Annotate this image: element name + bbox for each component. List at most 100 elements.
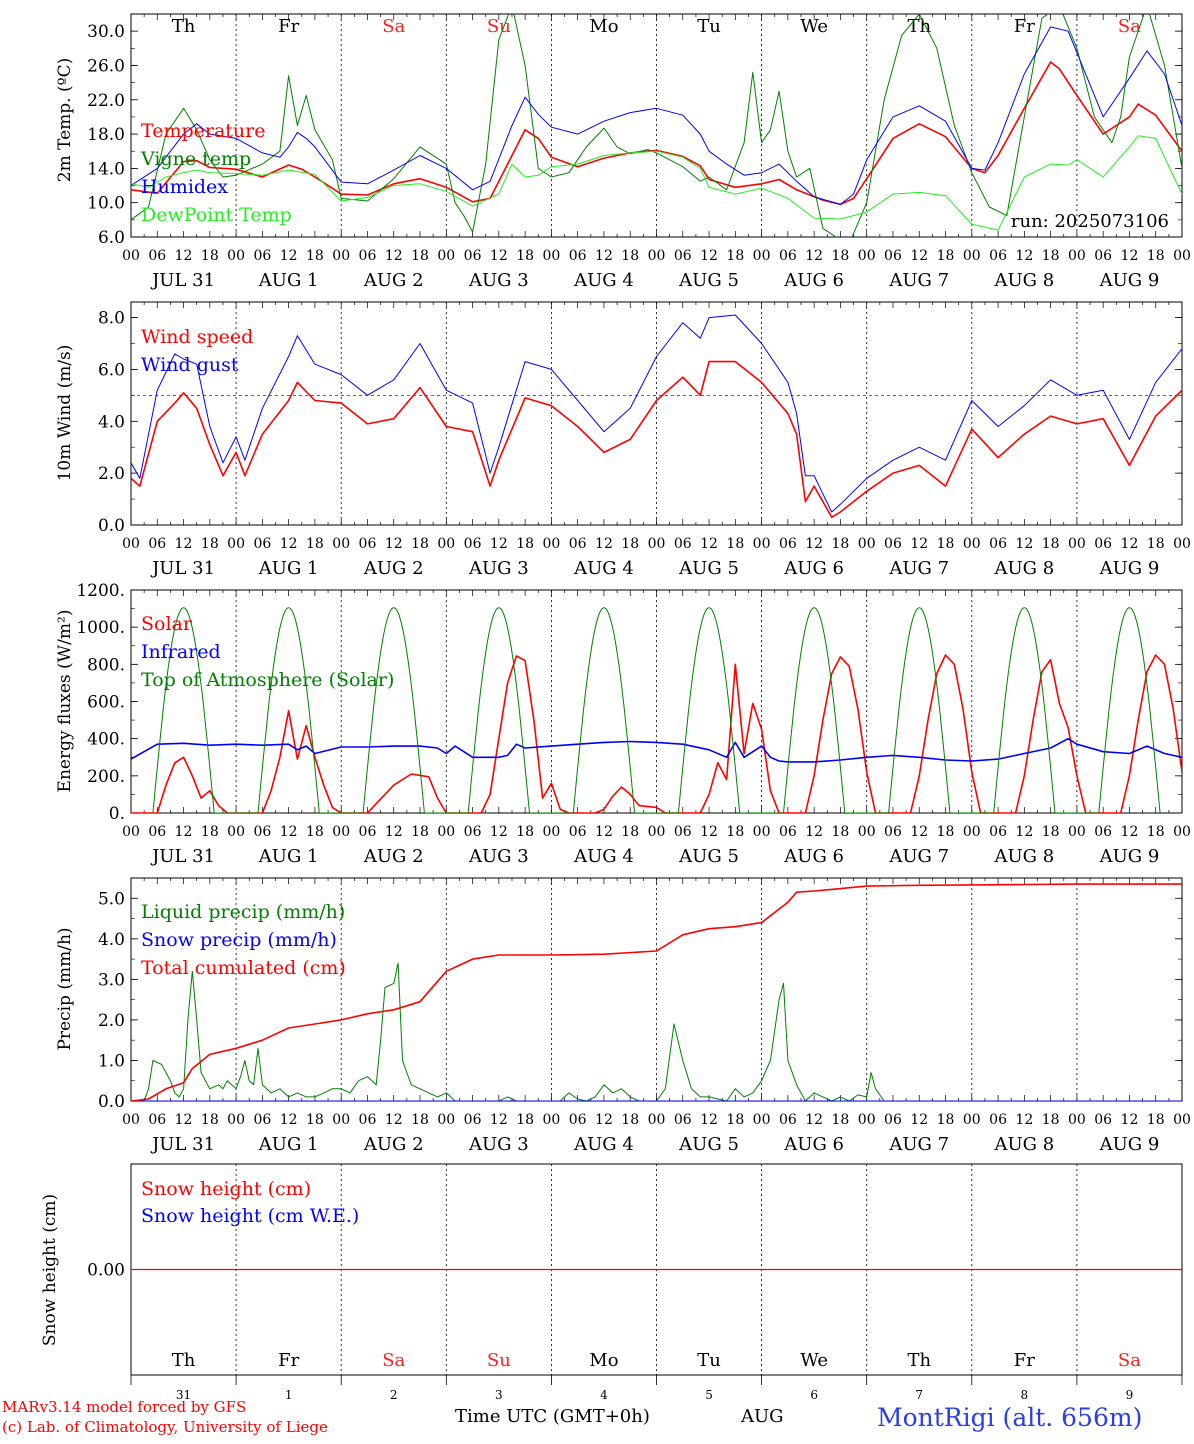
y-axis-label: 2m Temp. (ºC) (55, 58, 75, 183)
hour-tick-label: 00 (1068, 1112, 1086, 1128)
day-label: AUG 5 (678, 846, 739, 867)
day-label: AUG 2 (363, 270, 424, 291)
hour-tick-label: 00 (542, 1112, 560, 1128)
weekday-label: Tu (697, 1350, 721, 1371)
hour-tick-label: 12 (700, 536, 718, 552)
hour-tick-label: 12 (910, 536, 928, 552)
hour-tick-label: 18 (726, 1112, 744, 1128)
series-line-wind-gust (131, 314, 1182, 513)
day-label: AUG 7 (888, 558, 949, 579)
hour-tick-label: 00 (332, 1112, 350, 1128)
hour-tick-label: 18 (1147, 248, 1165, 264)
hour-tick-label: 06 (989, 248, 1007, 264)
weekday-label: Mo (589, 1350, 618, 1371)
y-axis-label: 10m Wind (m/s) (55, 345, 75, 482)
hour-tick-label: 18 (621, 248, 639, 264)
hour-tick-label: 12 (1015, 536, 1033, 552)
hour-tick-label: 12 (1015, 248, 1033, 264)
hour-tick-label: 06 (989, 1112, 1007, 1128)
hour-tick-label: 12 (1121, 536, 1139, 552)
hour-tick-label: 06 (884, 536, 902, 552)
hour-tick-label: 00 (122, 1112, 140, 1128)
day-label: AUG 4 (573, 270, 634, 291)
weekday-label: We (800, 16, 828, 37)
day-number-label: 7 (915, 1388, 923, 1402)
hour-tick-label: 00 (963, 824, 981, 840)
day-number-label: 3 (495, 1388, 503, 1402)
hour-tick-label: 06 (569, 248, 587, 264)
hour-tick-label: 18 (937, 248, 955, 264)
series-line-humidex (131, 26, 1182, 205)
hour-tick-label: 00 (437, 536, 455, 552)
legend-entry: Vigne temp (140, 148, 251, 170)
hour-tick-label: 00 (858, 824, 876, 840)
hour-tick-label: 18 (726, 824, 744, 840)
y-tick-label: 18.0 (87, 125, 125, 145)
hour-tick-label: 00 (753, 536, 771, 552)
weekday-label: Sa (382, 1350, 405, 1371)
weekday-label: Fr (278, 16, 299, 37)
hour-tick-label: 06 (989, 536, 1007, 552)
hour-tick-label: 12 (1015, 824, 1033, 840)
y-tick-label: 8.0 (98, 309, 125, 329)
hour-tick-label: 18 (1042, 536, 1060, 552)
hour-tick-label: 06 (569, 1112, 587, 1128)
hour-tick-label: 00 (227, 536, 245, 552)
hour-tick-label: 12 (805, 1112, 823, 1128)
hour-tick-label: 12 (1015, 1112, 1033, 1128)
panel-wind: 0.0 2.0 4.0 6.0 8.0 10m Wind (m/s) Wind speed W… (55, 301, 1191, 579)
hour-tick-label: 12 (1121, 1112, 1139, 1128)
hour-tick-label: 00 (542, 536, 560, 552)
legend-entry: Top of Atmosphere (Solar) (141, 669, 394, 691)
legend-entry: Total cumulated (cm) (141, 957, 346, 979)
y-tick-label: 400. (87, 730, 125, 750)
weekday-label: Sa (382, 16, 405, 37)
weekday-label: Su (487, 1350, 511, 1371)
hour-tick-label: 18 (937, 824, 955, 840)
hour-tick-label: 12 (595, 824, 613, 840)
day-label: JUL 31 (150, 846, 215, 867)
legend-entry: Solar (141, 613, 193, 635)
hour-tick-label: 12 (595, 536, 613, 552)
hour-tick-label: 18 (1147, 1112, 1165, 1128)
day-number-label: 31 (176, 1388, 191, 1402)
legend-entry: Snow height (cm) (141, 1178, 311, 1200)
hour-tick-label: 18 (201, 1112, 219, 1128)
day-label: AUG 6 (783, 558, 844, 579)
hour-tick-label: 06 (779, 824, 797, 840)
y-tick-label: 5.0 (98, 889, 125, 909)
hour-tick-label: 06 (1094, 824, 1112, 840)
y-tick-label: 0. (109, 804, 125, 824)
day-label: AUG 9 (1099, 558, 1160, 579)
hour-tick-label: 12 (385, 536, 403, 552)
hour-tick-label: 00 (648, 1112, 666, 1128)
day-label: AUG 6 (783, 270, 844, 291)
hour-tick-label: 12 (490, 536, 508, 552)
weekday-label: Th (172, 16, 196, 37)
day-label: AUG 1 (258, 1134, 319, 1155)
hour-tick-label: 06 (253, 824, 271, 840)
hour-tick-label: 18 (937, 536, 955, 552)
hour-tick-label: 18 (306, 1112, 324, 1128)
hour-tick-label: 06 (779, 248, 797, 264)
hour-tick-label: 06 (674, 536, 692, 552)
day-label: AUG 8 (993, 558, 1054, 579)
hour-tick-label: 18 (411, 1112, 429, 1128)
hour-tick-label: 00 (122, 824, 140, 840)
legend-entry: Wind gust (141, 354, 239, 376)
hour-tick-label: 00 (1173, 1112, 1191, 1128)
day-label: JUL 31 (150, 1134, 215, 1155)
hour-tick-label: 18 (832, 536, 850, 552)
hour-tick-label: 06 (148, 1112, 166, 1128)
hour-tick-label: 12 (175, 536, 193, 552)
y-axis-label: Energy fluxes (W/m²) (55, 610, 75, 793)
day-number-label: 5 (705, 1388, 713, 1402)
hour-tick-label: 06 (1094, 1112, 1112, 1128)
day-label: AUG 8 (993, 1134, 1054, 1155)
day-label: AUG 7 (888, 846, 949, 867)
hour-tick-label: 06 (779, 1112, 797, 1128)
hour-tick-label: 12 (910, 248, 928, 264)
run-label: run: 2025073106 (1011, 211, 1169, 232)
hour-tick-label: 00 (227, 1112, 245, 1128)
legend-entry: DewPoint Temp (141, 204, 292, 226)
